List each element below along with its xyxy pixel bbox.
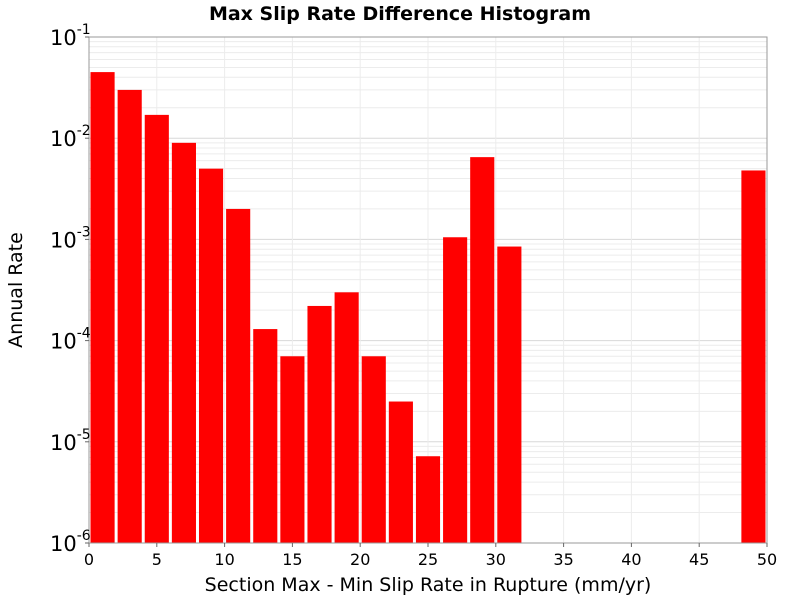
bar	[497, 246, 522, 544]
x-tick-label: 35	[553, 550, 573, 569]
y-tick-label: 10-1	[50, 22, 91, 50]
x-tick-label: 20	[350, 550, 370, 569]
bar	[443, 237, 468, 543]
bar	[253, 329, 278, 543]
x-tick-label: 40	[621, 550, 641, 569]
x-axis-label: Section Max - Min Slip Rate in Rupture (…	[205, 574, 652, 596]
y-tick-label: 10-2	[50, 123, 91, 151]
bar	[144, 114, 169, 543]
y-tick-label: 10-4	[50, 326, 91, 354]
y-tick-label: 10-3	[50, 224, 91, 252]
bar	[470, 157, 495, 543]
chart-title: Max Slip Rate Difference Histogram	[209, 3, 591, 25]
y-axis-label: Annual Rate	[5, 232, 27, 348]
bars	[90, 72, 766, 544]
bar	[307, 305, 332, 543]
bar	[171, 142, 196, 543]
x-tick-label: 10	[214, 550, 234, 569]
x-tick-label: 25	[418, 550, 438, 569]
bar	[334, 292, 359, 543]
x-tick-label: 50	[757, 550, 777, 569]
x-tick-label: 5	[152, 550, 162, 569]
x-tick-label: 15	[282, 550, 302, 569]
bar	[388, 401, 413, 543]
x-tick-label: 45	[689, 550, 709, 569]
bar	[198, 168, 224, 543]
bar	[226, 208, 251, 543]
x-tick-label: 30	[486, 550, 506, 569]
bar	[117, 89, 142, 543]
bar	[280, 356, 305, 543]
x-axis-ticks: 0 5 10 15 20 25 30 35 40 45 50	[84, 543, 777, 569]
x-tick-label: 0	[84, 550, 94, 569]
y-tick-label: 10-5	[50, 427, 91, 455]
bar	[361, 356, 386, 543]
y-axis-ticks: 10-1 10-2 10-3 10-4 10-5 10-6	[50, 22, 91, 556]
bar	[90, 72, 115, 543]
bar	[415, 456, 441, 543]
bar	[741, 170, 766, 544]
y-tick-label: 10-6	[50, 528, 91, 556]
